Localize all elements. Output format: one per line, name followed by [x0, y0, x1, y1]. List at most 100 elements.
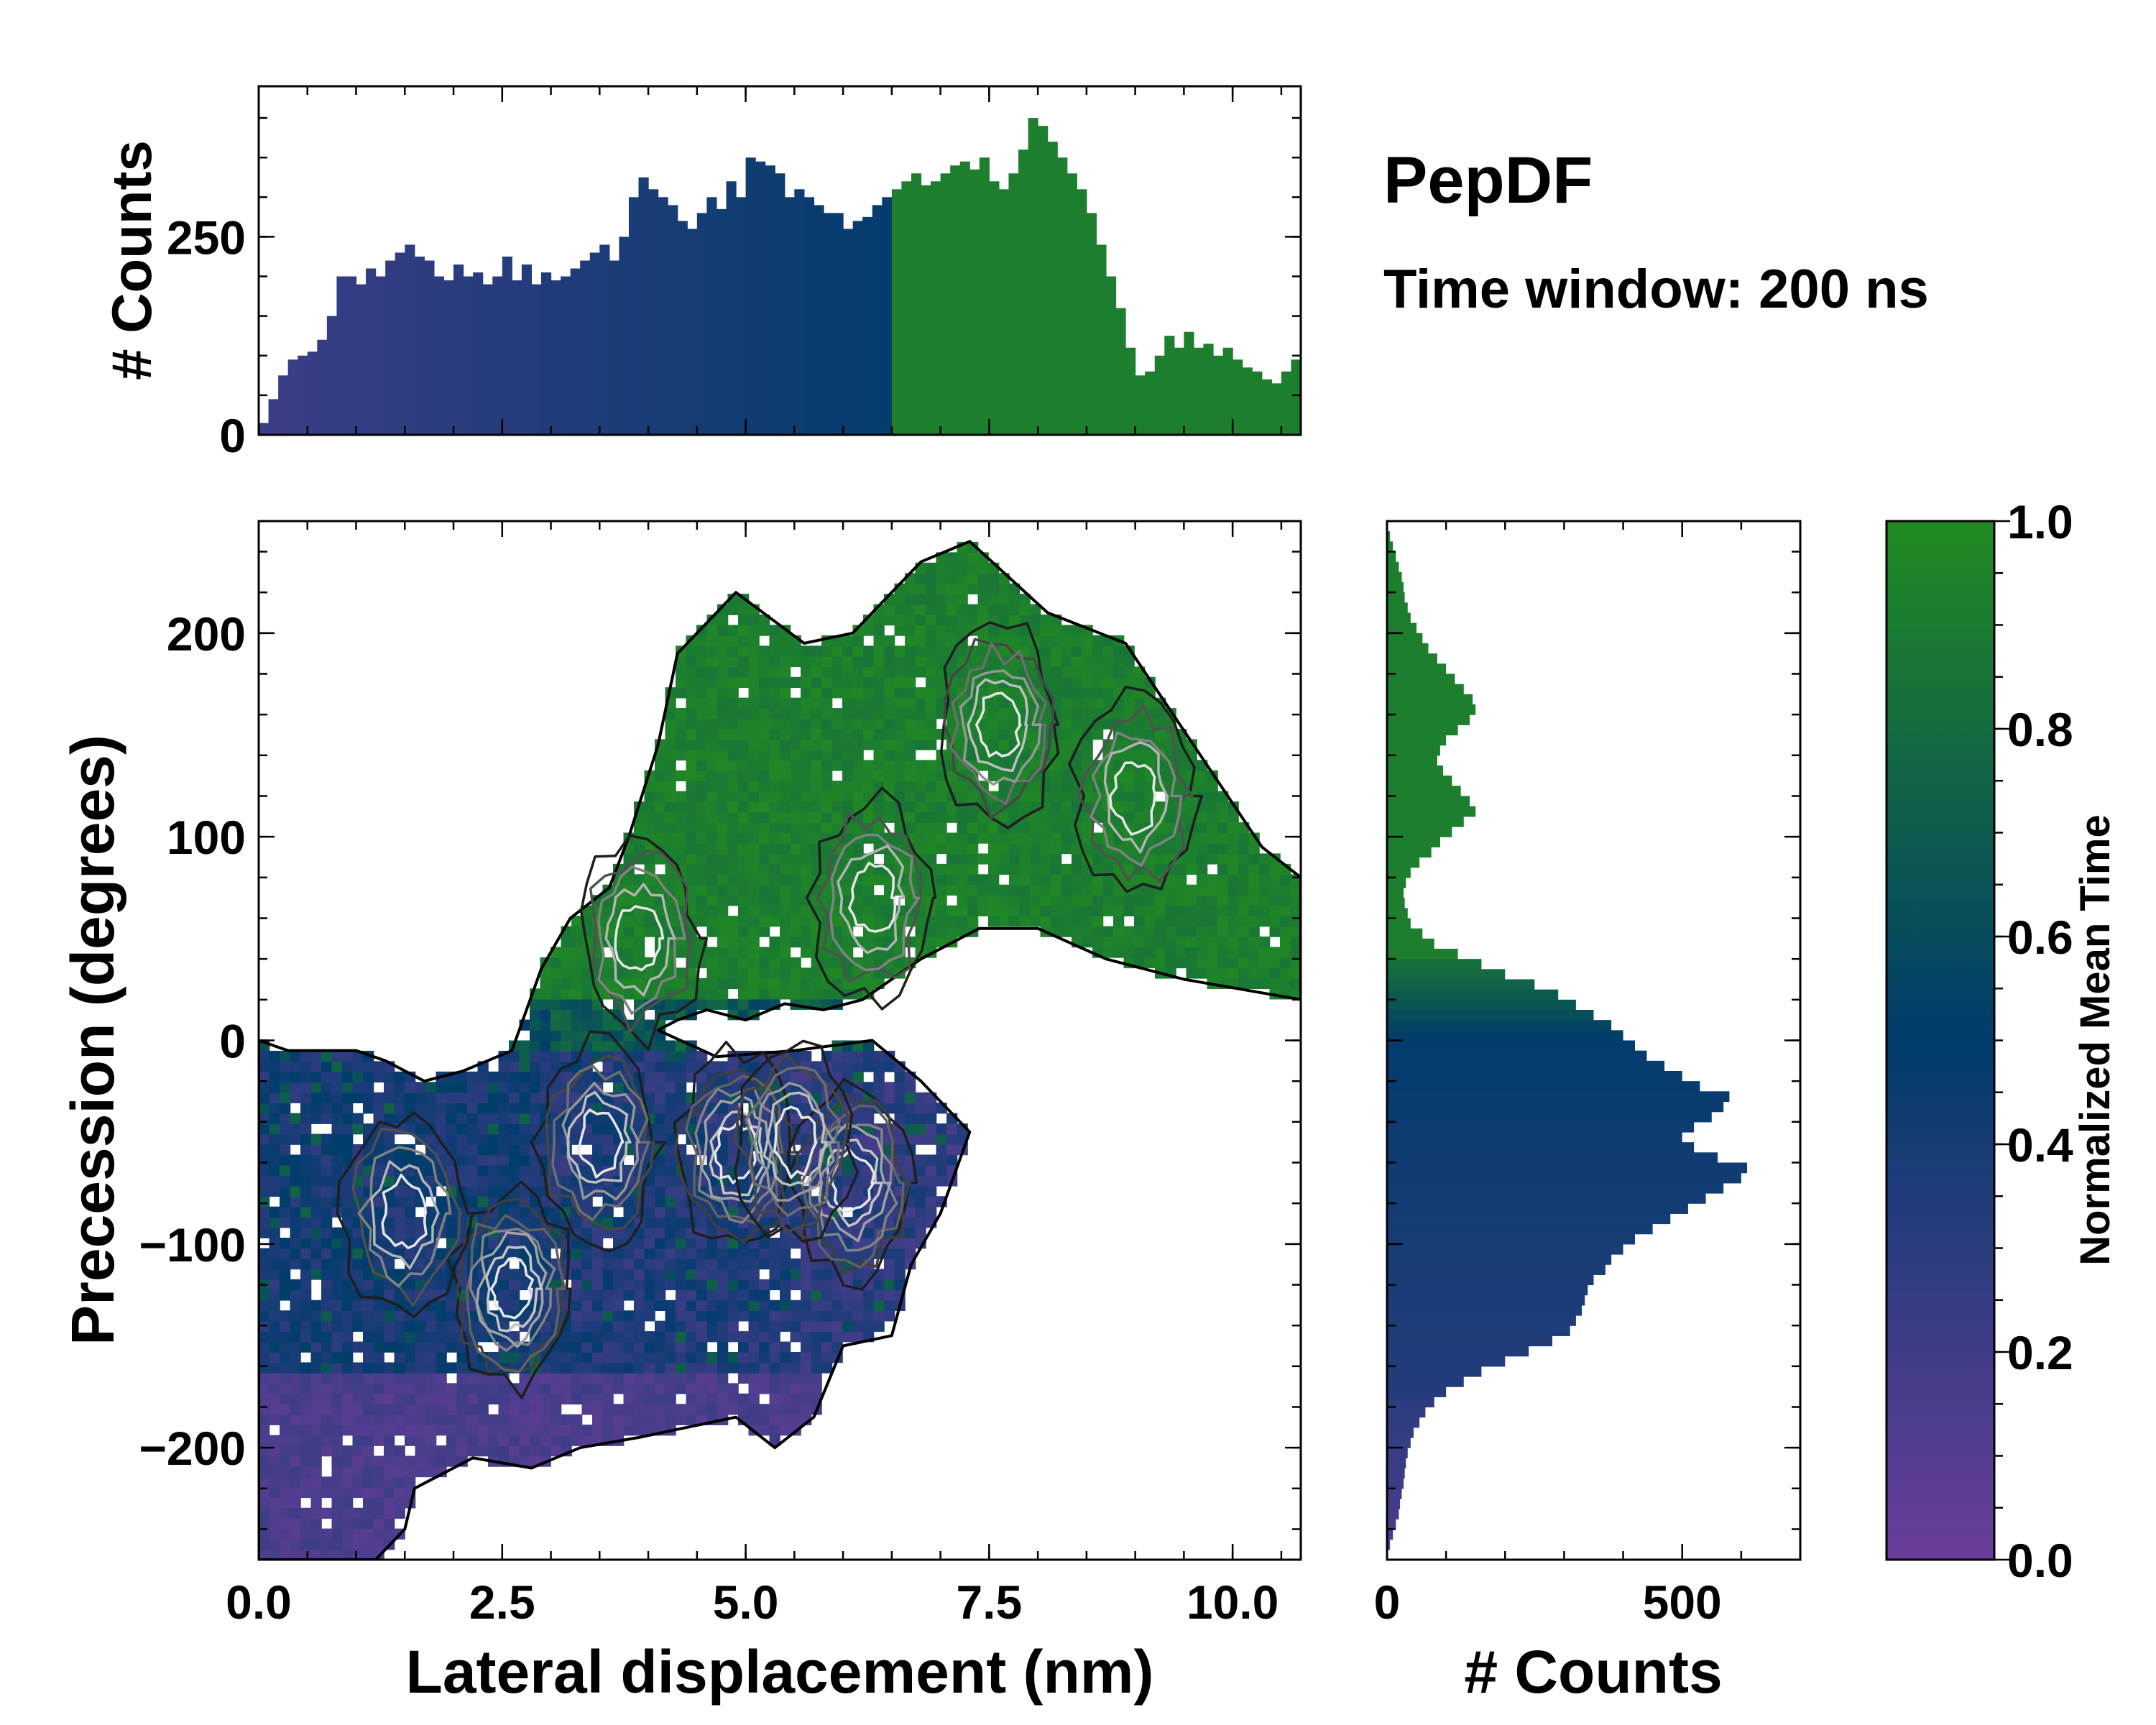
heatmap-cell: [873, 729, 885, 740]
heatmap-cell: [790, 718, 801, 730]
heatmap-cell: [436, 1352, 447, 1363]
heatmap-cell: [780, 1341, 791, 1353]
top-histogram-bar: [366, 268, 377, 435]
heatmap-cell: [936, 594, 947, 605]
heatmap-cell: [842, 937, 854, 948]
heatmap-cell: [1197, 916, 1208, 927]
heatmap-cell: [342, 1300, 354, 1311]
heatmap-cell: [686, 853, 697, 865]
heatmap-cell: [581, 998, 593, 1010]
heatmap-cell: [352, 1507, 364, 1519]
heatmap-cell: [706, 697, 718, 709]
heatmap-cell: [530, 1030, 541, 1041]
heatmap-cell: [467, 1196, 479, 1208]
heatmap-cell: [727, 749, 739, 761]
heatmap-cell: [456, 1123, 468, 1135]
heatmap-cell: [280, 1269, 291, 1280]
heatmap-cell: [769, 791, 780, 802]
heatmap-cell: [1102, 895, 1114, 906]
heatmap-cell: [321, 1185, 333, 1197]
heatmap-cell: [977, 822, 989, 834]
heatmap-cell: [738, 801, 750, 813]
heatmap-cell: [894, 1248, 906, 1259]
heatmap-cell: [811, 1289, 822, 1301]
heatmap-cell: [967, 791, 979, 802]
heatmap-cell: [831, 811, 843, 823]
heatmap-cell: [1259, 895, 1271, 906]
heatmap-cell: [530, 1050, 541, 1062]
heatmap-cell: [863, 1320, 875, 1332]
heatmap-cell: [905, 604, 916, 615]
heatmap-cell: [780, 1133, 791, 1145]
heatmap-cell: [644, 1248, 655, 1259]
heatmap-cell: [780, 947, 791, 958]
heatmap-cell: [957, 604, 968, 615]
heatmap-cell: [946, 916, 958, 927]
heatmap-cell: [446, 1383, 458, 1394]
heatmap-cell: [977, 874, 989, 886]
heatmap-cell: [769, 1372, 780, 1384]
heatmap-cell: [1113, 895, 1125, 906]
heatmap-cell: [801, 697, 812, 709]
heatmap-cell: [915, 697, 926, 709]
heatmap-cell: [894, 770, 906, 782]
heatmap-cell: [801, 1404, 812, 1415]
top-histogram-bar: [969, 169, 980, 435]
heatmap-cell: [706, 666, 718, 678]
heatmap-cell: [1238, 874, 1250, 886]
heatmap-cell: [759, 1331, 770, 1343]
heatmap-cell: [405, 1352, 416, 1363]
heatmap-cell: [602, 1310, 614, 1322]
heatmap-cell: [300, 1217, 312, 1228]
heatmap-cell: [655, 1113, 666, 1124]
heatmap-cell: [915, 1175, 926, 1187]
heatmap-cell: [425, 1341, 437, 1353]
heatmap-cell: [926, 1123, 937, 1135]
heatmap-cell: [269, 1217, 280, 1228]
top-histogram-bar: [882, 197, 893, 435]
heatmap-cell: [1040, 842, 1051, 855]
heatmap-cell: [748, 656, 760, 668]
heatmap-cell: [801, 832, 812, 844]
heatmap-cell: [852, 749, 864, 761]
heatmap-cell: [801, 1393, 812, 1405]
heatmap-cell: [769, 1414, 780, 1425]
heatmap-cell: [498, 1269, 510, 1280]
heatmap-cell: [915, 916, 926, 927]
heatmap-cell: [290, 1393, 301, 1405]
heatmap-cell: [655, 822, 666, 834]
heatmap-cell: [738, 895, 750, 906]
heatmap-cell: [1113, 739, 1125, 750]
heatmap-cell: [738, 645, 750, 657]
heatmap-cell: [863, 656, 875, 668]
heatmap-cell: [1248, 874, 1260, 886]
heatmap-cell: [1176, 905, 1187, 916]
heatmap-cell: [394, 1196, 405, 1208]
heatmap-cell: [300, 1289, 312, 1301]
heatmap-cell: [300, 1061, 312, 1072]
heatmap-cell: [394, 1071, 405, 1083]
heatmap-cell: [280, 1352, 291, 1363]
heatmap-cell: [905, 1103, 916, 1114]
heatmap-cell: [1259, 947, 1271, 958]
heatmap-cell: [1259, 874, 1271, 886]
heatmap-cell: [884, 697, 895, 709]
heatmap-cell: [738, 718, 750, 730]
heatmap-cell: [1134, 926, 1146, 937]
heatmap-cell: [436, 1113, 447, 1124]
heatmap-cell: [790, 781, 801, 792]
heatmap-cell: [936, 1175, 947, 1187]
heatmap-cell: [290, 1362, 301, 1374]
heatmap-cell: [852, 884, 864, 896]
heatmap-cell: [988, 573, 1000, 584]
heatmap-cell: [957, 863, 968, 875]
heatmap-cell: [873, 656, 885, 668]
heatmap-cell: [665, 1040, 676, 1052]
right-histogram-bar: [1387, 1335, 1552, 1347]
heatmap-cell: [946, 615, 958, 626]
heatmap-cell: [863, 926, 875, 937]
heatmap-cell: [1030, 749, 1041, 761]
heatmap-cell: [581, 1133, 593, 1145]
heatmap-cell: [759, 625, 770, 636]
heatmap-cell: [998, 895, 1010, 906]
